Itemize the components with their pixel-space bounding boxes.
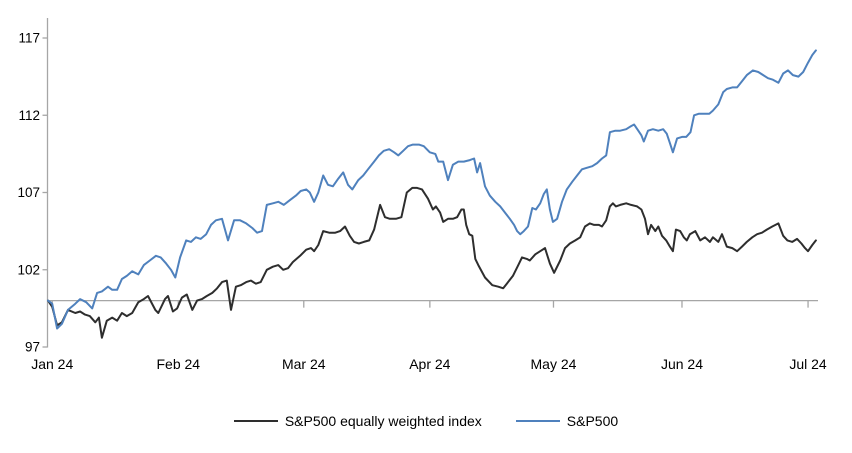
y-tick-label: 107 — [17, 185, 40, 200]
legend-item-sp500: S&P500 — [515, 413, 619, 429]
series-line-sp500 — [47, 49, 817, 330]
x-tick-label: Jan 24 — [31, 356, 73, 372]
chart-legend: S&P500 equally weighted index S&P500 — [0, 413, 852, 429]
legend-line-sample-sp500 — [515, 420, 560, 422]
x-tick-label: Apr 24 — [409, 356, 450, 372]
legend-item-equal-weight: S&P500 equally weighted index — [233, 413, 482, 429]
y-tick-label: 117 — [18, 31, 40, 46]
x-tick-label: Jun 24 — [661, 356, 703, 372]
series-line-equal-weight — [47, 186, 817, 339]
x-tick-label: Jul 24 — [789, 356, 827, 372]
y-tick-label: 112 — [18, 108, 40, 123]
y-tick-label: 102 — [17, 262, 40, 277]
x-tick-label: Feb 24 — [157, 356, 201, 372]
x-tick-label: Mar 24 — [282, 356, 326, 372]
y-tick-label: 97 — [25, 340, 40, 355]
legend-line-sample-equal-weight — [233, 420, 278, 422]
legend-label-equal-weight: S&P500 equally weighted index — [284, 413, 482, 429]
x-tick-label: May 24 — [531, 356, 577, 372]
legend-label-sp500: S&P500 — [566, 413, 619, 429]
